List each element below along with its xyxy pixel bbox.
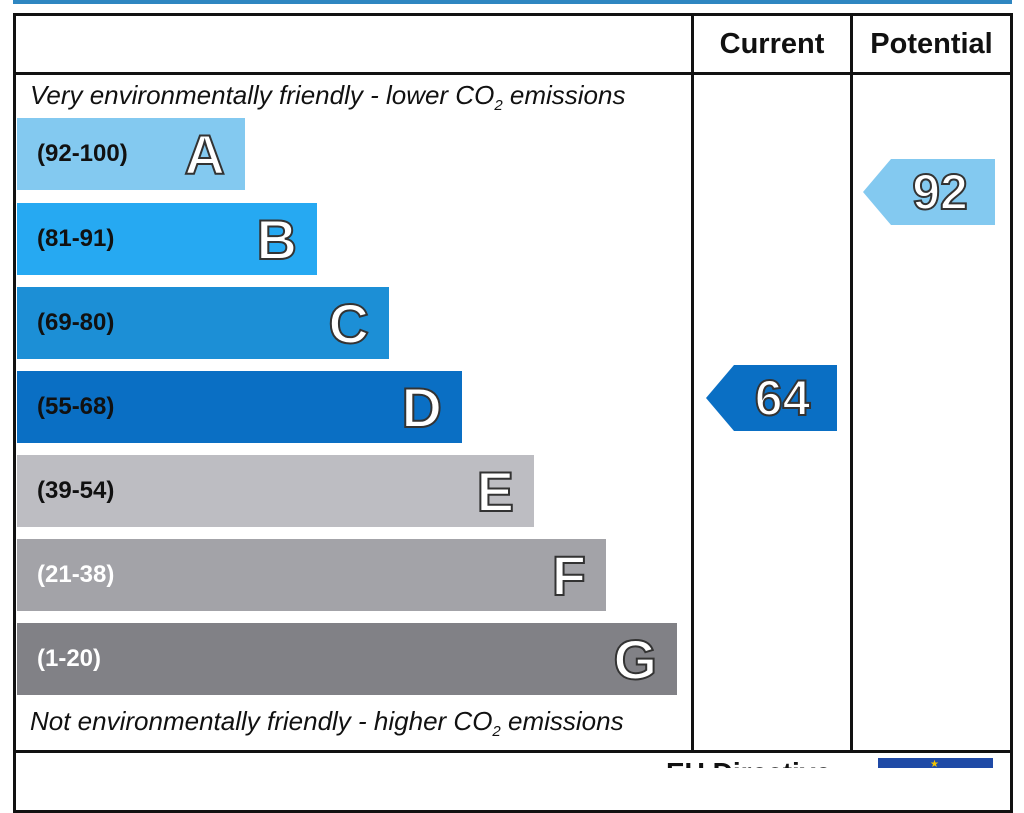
band-f: (21-38) F bbox=[17, 539, 606, 611]
band-range-label: (55-68) bbox=[37, 393, 115, 420]
band-a: (92-100) A bbox=[17, 118, 245, 190]
band-letter: G bbox=[612, 627, 658, 692]
band-letter: B bbox=[256, 207, 298, 272]
current-column-header: Current bbox=[719, 27, 825, 60]
footer-divider bbox=[13, 750, 1013, 753]
band-range-label: (92-100) bbox=[37, 140, 128, 167]
column-divider-current bbox=[691, 13, 694, 753]
band-letter: E bbox=[476, 459, 515, 524]
top-note: Very environmentally friendly - lower CO… bbox=[30, 80, 626, 114]
footer-strip: EU Directive ★ bbox=[16, 753, 1010, 768]
eu-directive-label: EU Directive bbox=[666, 757, 831, 768]
header-divider bbox=[13, 72, 1013, 75]
band-c: (69-80) C bbox=[17, 287, 389, 359]
band-g: (1-20) G bbox=[17, 623, 677, 695]
band-range-label: (1-20) bbox=[37, 645, 102, 672]
band-d: (55-68) D bbox=[17, 371, 462, 443]
band-range-label: (81-91) bbox=[37, 225, 115, 252]
bottom-note: Not environmentally friendly - higher CO… bbox=[30, 706, 624, 740]
band-range-label: (69-80) bbox=[37, 309, 115, 336]
potential-rating-value: 92 bbox=[911, 163, 969, 221]
band-range-label: (39-54) bbox=[37, 477, 115, 504]
band-letter: D bbox=[401, 375, 443, 440]
band-b: (81-91) B bbox=[17, 203, 317, 275]
band-range-label: (21-38) bbox=[37, 561, 115, 588]
band-letter: F bbox=[551, 543, 587, 608]
potential-column-header: Potential bbox=[870, 27, 993, 60]
current-rating-arrow: 64 bbox=[706, 365, 837, 431]
eu-flag-icon: ★ bbox=[878, 758, 993, 768]
column-divider-potential bbox=[850, 13, 853, 753]
band-letter: A bbox=[184, 122, 226, 187]
band-e: (39-54) E bbox=[17, 455, 534, 527]
current-rating-value: 64 bbox=[754, 369, 812, 427]
top-accent-rule bbox=[13, 0, 1012, 4]
band-letter: C bbox=[328, 291, 370, 356]
potential-rating-arrow: 92 bbox=[863, 159, 995, 225]
